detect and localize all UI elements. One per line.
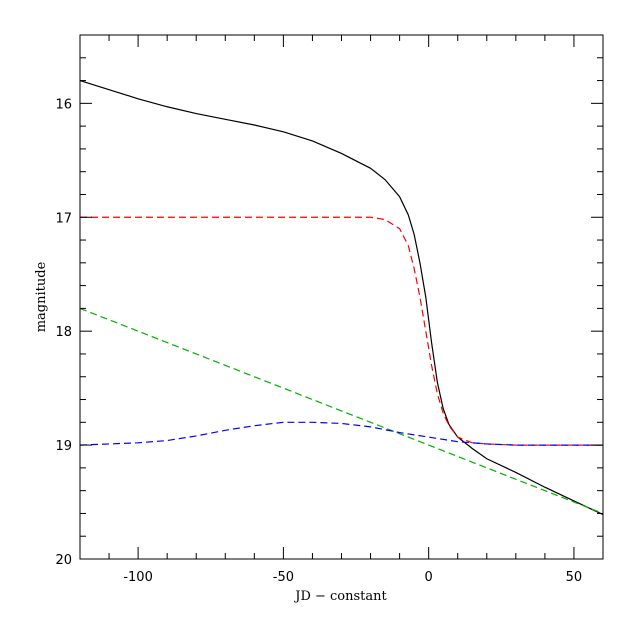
y-tick-label: 18 (55, 325, 72, 340)
y-tick-label: 17 (55, 211, 72, 226)
x-tick-label: -100 (123, 570, 153, 585)
y-tick-label: 20 (55, 553, 72, 568)
y-tick-label: 16 (55, 97, 72, 112)
plot-frame (79, 34, 604, 560)
series-layer (79, 79, 604, 516)
x-axis-title: JD − constant (293, 589, 387, 604)
x-tick-label: -50 (273, 570, 294, 585)
x-tick-label: 50 (566, 570, 583, 585)
labels-layer: -100 -50 0 50 16 17 18 19 20 (55, 97, 582, 585)
y-axis-title: magnitude (34, 261, 49, 332)
series-line-3 (79, 307, 604, 514)
series-line-1 (79, 79, 604, 516)
series-line-2 (80, 216, 603, 446)
y-tick-label: 19 (55, 439, 72, 454)
x-tick-label: 0 (425, 570, 433, 585)
